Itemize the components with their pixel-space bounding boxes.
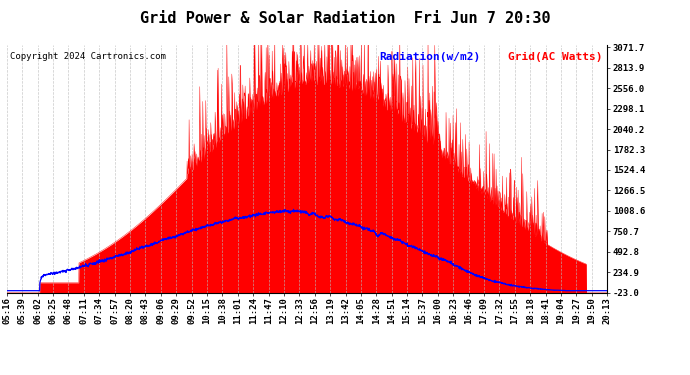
Text: Radiation(w/m2): Radiation(w/m2) <box>379 53 480 63</box>
Text: Grid Power & Solar Radiation  Fri Jun 7 20:30: Grid Power & Solar Radiation Fri Jun 7 2… <box>139 11 551 26</box>
Text: Grid(AC Watts): Grid(AC Watts) <box>508 53 602 63</box>
Text: Copyright 2024 Cartronics.com: Copyright 2024 Cartronics.com <box>10 53 166 62</box>
